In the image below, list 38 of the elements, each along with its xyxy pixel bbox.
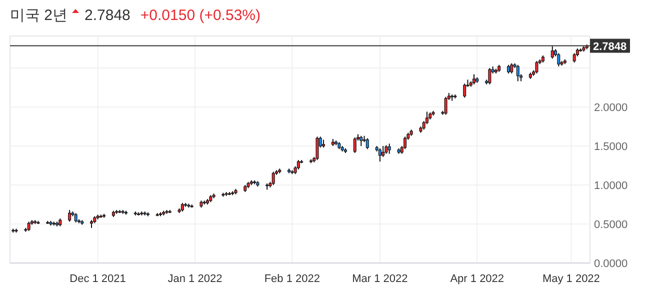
x-tick-label: Jan 1 2022 [168,273,222,285]
candlestick [68,209,72,222]
candlestick [572,52,576,64]
candlestick [557,52,560,67]
x-tick-label: Feb 1 2022 [264,273,320,285]
candlestick [550,46,554,60]
y-tick-label: 2.0000 [594,102,628,114]
y-tick-label: 0.5000 [594,218,628,231]
x-tick-label: May 1 2022 [542,273,600,285]
candlestick [444,96,448,116]
candlestick [296,160,300,170]
candlestick [382,145,385,158]
candlestick [463,83,466,98]
candlestick [516,64,520,82]
ref-line-label: 2.7848 [593,40,627,53]
candlestick [27,221,30,232]
candlestick [488,67,492,85]
candlestick [366,138,369,150]
x-tick-label: Mar 1 2022 [352,273,408,285]
candlestick [360,135,363,146]
chart-title: 미국 2년 [10,7,68,24]
y-tick-label: 1.5000 [594,140,628,153]
candlestick [535,60,538,74]
candlestick [316,136,319,161]
candlestick [272,171,275,186]
text: 2.7848 [84,7,130,24]
candlestick [353,136,356,154]
candlestick [378,148,382,162]
y-tick-label: 0.0000 [594,258,628,270]
candlestick [74,212,78,223]
y-tick-label: 1.0000 [594,180,628,192]
x-tick-label: Apr 1 2022 [450,273,504,285]
text: +0.0150 (+0.53%) [140,7,260,24]
candlestick [510,62,514,74]
candlestick [472,74,476,85]
candlestick [388,143,391,154]
x-tick-label: Dec 1 2021 [70,273,126,285]
candlestick [404,136,407,150]
